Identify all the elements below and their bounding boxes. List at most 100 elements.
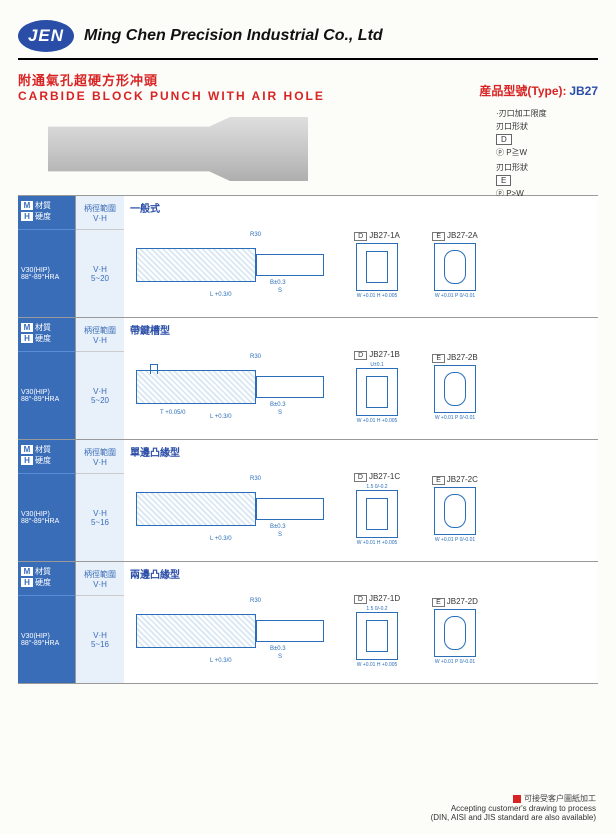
material-column: M材質 H硬度 V30(HIP) 88°-89°HRA	[18, 196, 76, 317]
range-header: 柄徑範圍 V·H	[76, 196, 124, 230]
drawing-column: 帶鍵槽型 R30 B±0.3 S L +0.3/0 T +0.05/0 DJB2…	[124, 318, 598, 439]
profile-e-code: JB27-2B	[447, 353, 478, 362]
material-body: V30(HIP) 88°-89°HRA	[18, 230, 76, 317]
profile-e-code: JB27-2D	[447, 597, 478, 606]
red-square-icon	[513, 795, 521, 803]
profile-d-dims: W +0.01 H +0.005	[346, 293, 408, 299]
dim-s: S	[278, 532, 282, 538]
d-equation: ⓟ P≧W	[496, 147, 586, 158]
hardness-value: 88°-89°HRA	[21, 518, 72, 525]
title-chinese: 附通氣孔超硬方形冲頭	[18, 70, 325, 89]
dim-l: L +0.3/0	[210, 536, 232, 542]
material-header: M材質 H硬度	[18, 562, 76, 596]
material-header: M材質 H硬度	[18, 318, 76, 352]
variant-row: M材質 H硬度 V30(HIP) 88°-89°HRA 柄徑範圍 V·H V·H…	[18, 440, 598, 562]
dim-s: S	[278, 288, 282, 294]
footer-en1: Accepting customer's drawing to process	[431, 804, 596, 813]
material-body: V30(HIP) 88°-89°HRA	[18, 352, 76, 439]
profile-d-code: JB27-1A	[369, 231, 400, 240]
material-value: V30(HIP)	[21, 511, 72, 518]
profile-e: EJB27-2B W +0.01 P 0/-0.01	[424, 353, 486, 421]
dim-t: T +0.05/0	[160, 410, 185, 416]
variant-title: 一般式	[130, 200, 592, 215]
dim-b: B±0.3	[270, 524, 286, 530]
radius-label: R30	[250, 598, 261, 604]
radius-label: R30	[250, 232, 261, 238]
dim-s: S	[278, 654, 282, 660]
dim-s: S	[278, 410, 282, 416]
footer-en2: (DIN, AISI and JIS standard are also ava…	[431, 813, 596, 822]
main-drawing: R30 B±0.3 S L +0.3/0	[130, 474, 330, 544]
profile-e-dims: W +0.01 P 0/-0.01	[424, 537, 486, 543]
profile-e-dims: W +0.01 P 0/-0.01	[424, 293, 486, 299]
jen-logo: JEN	[18, 20, 74, 52]
e-box: E	[496, 175, 511, 186]
profile-d: DJB27-1B U±0.1 W +0.01 H +0.005	[346, 350, 408, 424]
profile-d: DJB27-1A W +0.01 H +0.005	[346, 231, 408, 299]
profile-d: DJB27-1D 1.5 0/-0.2 W +0.01 H +0.005	[346, 594, 408, 668]
type-label: 産品型號(Type):	[479, 84, 566, 98]
variant-table: M材質 H硬度 V30(HIP) 88°-89°HRA 柄徑範圍 V·H V·H…	[18, 195, 598, 684]
range-body: V·H 5~20	[76, 230, 124, 317]
profile-e-shape	[434, 365, 476, 413]
footer: 可接受客户圖紙加工 Accepting customer's drawing t…	[431, 793, 596, 822]
header: JEN Ming Chen Precision Industrial Co., …	[18, 20, 598, 60]
limits-header: ·刃口加工限度	[496, 108, 586, 119]
profile-e: EJB27-2A W +0.01 P 0/-0.01	[424, 231, 486, 299]
hardness-value: 88°-89°HRA	[21, 396, 72, 403]
dim-l: L +0.3/0	[210, 658, 232, 664]
range-column: 柄徑範圍 V·H V·H 5~20	[76, 318, 124, 439]
range-header: 柄徑範圍 V·H	[76, 440, 124, 474]
range-body: V·H 5~20	[76, 352, 124, 439]
main-drawing: R30 B±0.3 S L +0.3/0	[130, 230, 330, 300]
material-value: V30(HIP)	[21, 267, 72, 274]
d-box: D	[496, 134, 512, 145]
material-column: M材質 H硬度 V30(HIP) 88°-89°HRA	[18, 562, 76, 683]
title-english: CARBIDE BLOCK PUNCH WITH AIR HOLE	[18, 89, 325, 103]
material-header: M材質 H硬度	[18, 196, 76, 230]
profile-d-code: JB27-1D	[369, 594, 400, 603]
machining-limits: ·刃口加工限度 刃口形狀 D ⓟ P≧W 刃口形狀 E ⓟ P>W	[496, 108, 586, 203]
profile-e-shape	[434, 609, 476, 657]
shape-label2: 刃口形狀	[496, 162, 586, 173]
shape-label: 刃口形狀	[496, 121, 586, 132]
profile-d-shape	[356, 243, 398, 291]
profile-d-dims: W +0.01 H +0.005	[346, 662, 408, 668]
variant-title: 兩邊凸緣型	[130, 566, 592, 581]
product-photo	[48, 109, 308, 189]
dim-b: B±0.3	[270, 646, 286, 652]
profile-e-code: JB27-2C	[447, 475, 478, 484]
material-column: M材質 H硬度 V30(HIP) 88°-89°HRA	[18, 318, 76, 439]
dim-b: B±0.3	[270, 280, 286, 286]
material-body: V30(HIP) 88°-89°HRA	[18, 474, 76, 561]
main-drawing: R30 B±0.3 S L +0.3/0 T +0.05/0	[130, 352, 330, 422]
range-column: 柄徑範圍 V·H V·H 5~16	[76, 440, 124, 561]
profile-e-shape	[434, 487, 476, 535]
company-name: Ming Chen Precision Industrial Co., Ltd	[84, 27, 383, 45]
profile-d-dims: W +0.01 H +0.005	[346, 418, 408, 424]
profile-d-code: JB27-1B	[369, 350, 400, 359]
drawing-column: 一般式 R30 B±0.3 S L +0.3/0 DJB27-1A	[124, 196, 598, 317]
title-row: 附通氣孔超硬方形冲頭 CARBIDE BLOCK PUNCH WITH AIR …	[18, 70, 598, 103]
profile-e: EJB27-2C W +0.01 P 0/-0.01	[424, 475, 486, 543]
profile-d-shape	[356, 490, 398, 538]
radius-label: R30	[250, 476, 261, 482]
range-header: 柄徑範圍 V·H	[76, 562, 124, 596]
hardness-value: 88°-89°HRA	[21, 640, 72, 647]
dim-b: B±0.3	[270, 402, 286, 408]
drawing-column: 兩邊凸緣型 R30 B±0.3 S L +0.3/0 DJB27-1D 1.5 …	[124, 562, 598, 683]
profile-d-shape	[356, 612, 398, 660]
profile-e-code: JB27-2A	[447, 231, 478, 240]
profile-d-code: JB27-1C	[369, 472, 400, 481]
drawing-column: 單邊凸緣型 R30 B±0.3 S L +0.3/0 DJB27-1C 1.5 …	[124, 440, 598, 561]
material-column: M材質 H硬度 V30(HIP) 88°-89°HRA	[18, 440, 76, 561]
range-header: 柄徑範圍 V·H	[76, 318, 124, 352]
hardness-value: 88°-89°HRA	[21, 274, 72, 281]
range-body: V·H 5~16	[76, 474, 124, 561]
profile-e-dims: W +0.01 P 0/-0.01	[424, 659, 486, 665]
range-body: V·H 5~16	[76, 596, 124, 683]
type-value: JB27	[569, 84, 598, 98]
range-column: 柄徑範圍 V·H V·H 5~20	[76, 196, 124, 317]
profile-d: DJB27-1C 1.5 0/-0.2 W +0.01 H +0.005	[346, 472, 408, 546]
range-column: 柄徑範圍 V·H V·H 5~16	[76, 562, 124, 683]
